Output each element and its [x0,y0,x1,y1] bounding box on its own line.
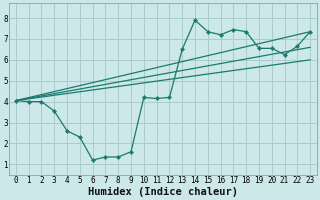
X-axis label: Humidex (Indice chaleur): Humidex (Indice chaleur) [88,186,238,197]
